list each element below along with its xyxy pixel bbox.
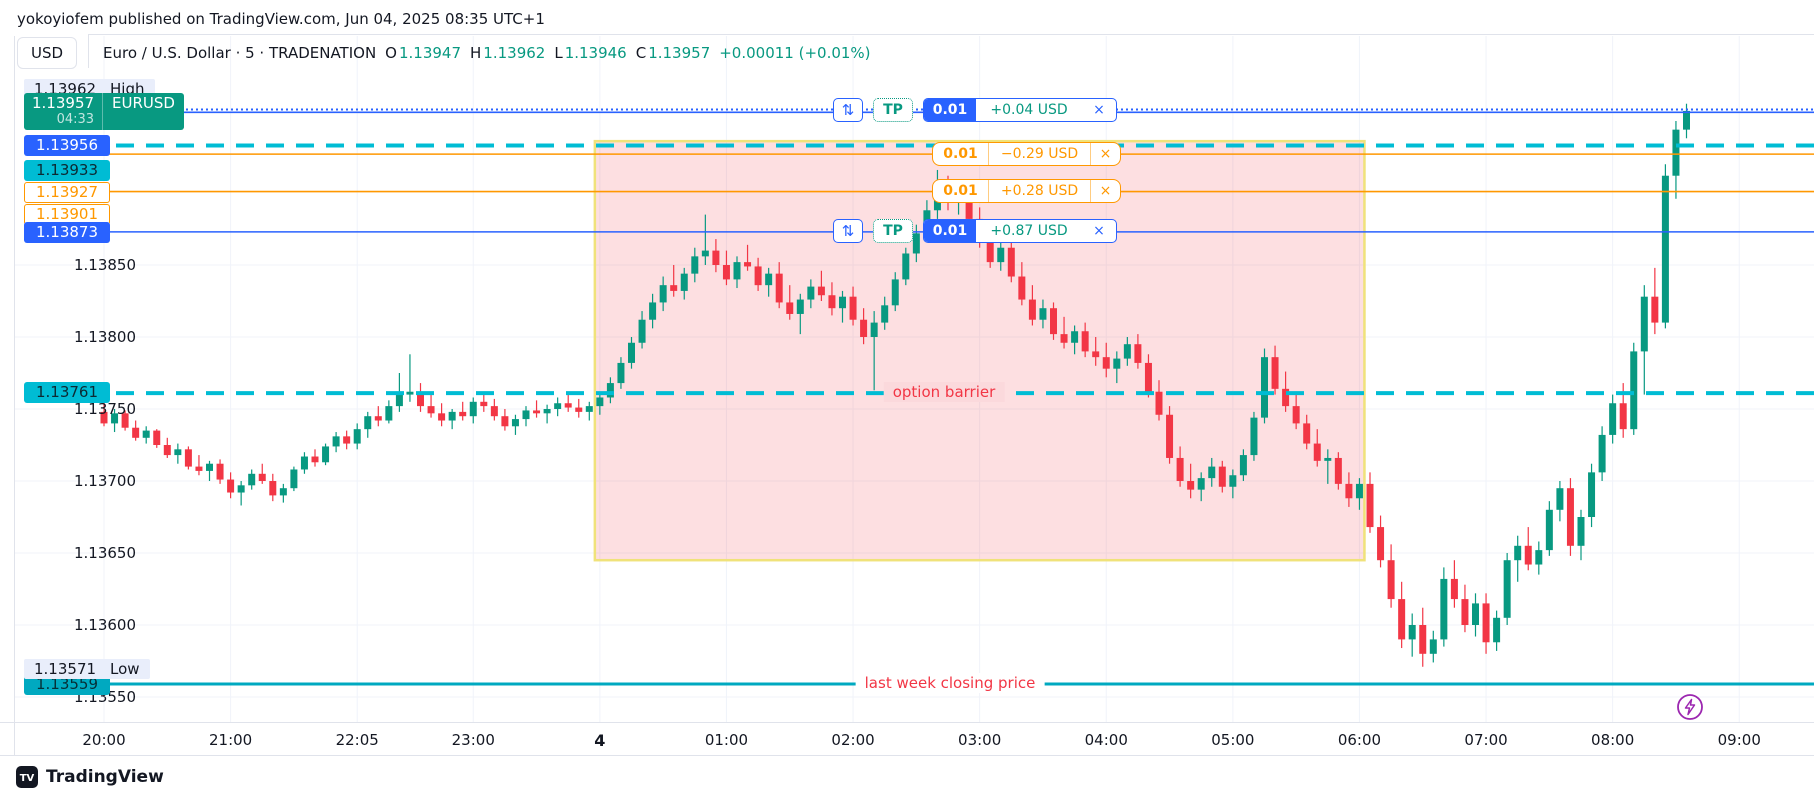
price-tick-label: 1.13650 <box>73 544 136 562</box>
time-tick-label: 04:00 <box>1084 731 1128 749</box>
price-line-badge: 1.13761 <box>24 381 110 403</box>
time-tick-label: 06:00 <box>1337 731 1382 749</box>
highlight-zone[interactable] <box>593 139 1366 562</box>
time-tick-label: 21:00 <box>208 731 253 749</box>
price-line-badge: 1.13873 <box>24 221 110 243</box>
price-tick-label: 1.13750 <box>73 400 136 418</box>
reverse-position-button[interactable]: ⇅ <box>833 219 863 243</box>
legend-divider <box>88 34 89 68</box>
position-quantity[interactable]: 0.01 <box>924 99 976 121</box>
take-profit-tag[interactable]: TP <box>873 219 913 243</box>
option-barrier-label: option barrier <box>883 382 1005 402</box>
last-price-label: 1.13957 04:33 EURUSD <box>24 93 184 130</box>
tradingview-wordmark: TradingView <box>46 767 164 787</box>
ohlc-close: C 1.13957 <box>635 44 711 62</box>
time-tick-label: 07:00 <box>1464 731 1508 749</box>
tradingview-logo[interactable]: TV TradingView <box>16 766 164 788</box>
position-widget-bottom: ⇅ TP 0.01 +0.87 USD × <box>833 219 1117 243</box>
v-gridlines <box>103 36 1740 722</box>
order-quantity[interactable]: 0.01 <box>933 180 989 202</box>
order-widget-sell: 0.01 −0.29 USD × <box>932 142 1121 166</box>
last-week-close-label: last week closing price <box>855 673 1045 693</box>
change-value: +0.00011 (+0.01%) <box>719 44 871 62</box>
time-tick-label: 09:00 <box>1717 731 1761 749</box>
time-tick-label: 01:00 <box>704 731 749 749</box>
pane-top-border <box>88 34 1814 35</box>
order-pl[interactable]: +0.28 USD <box>989 180 1091 202</box>
close-position-icon[interactable]: × <box>1093 223 1105 239</box>
order-quantity[interactable]: 0.01 <box>933 143 989 165</box>
position-widget-top: ⇅ TP 0.01 +0.04 USD × <box>833 98 1117 122</box>
close-position-icon[interactable]: × <box>1093 102 1105 118</box>
price-tick-label: 1.13850 <box>73 256 136 274</box>
time-tick-label: 03:00 <box>958 731 1002 749</box>
cancel-order-icon[interactable]: × <box>1099 183 1112 199</box>
bar-countdown: 04:33 <box>56 112 95 127</box>
h-gridlines <box>14 264 1814 698</box>
ohlc-high: H 1.13962 <box>470 44 546 62</box>
time-tick-label: 23:00 <box>451 731 495 749</box>
price-tick-label: 1.13600 <box>73 616 136 634</box>
price-line-badge: 1.13927 <box>24 181 110 203</box>
symbol-title[interactable]: Euro / U.S. Dollar · 5 · TRADENATION <box>103 44 377 62</box>
ohlc-open: O 1.13947 <box>385 44 462 62</box>
time-tick-label: 05:00 <box>1211 731 1255 749</box>
position-profit[interactable]: +0.04 USD <box>990 102 1068 118</box>
reverse-position-button[interactable]: ⇅ <box>833 98 863 122</box>
time-tick-label: 20:00 <box>82 731 126 749</box>
last-price-value: 1.13957 <box>32 94 95 112</box>
flash-boost-icon[interactable] <box>1676 693 1704 725</box>
candles <box>100 103 1690 667</box>
price-tick-label: 1.13700 <box>73 472 136 490</box>
time-tick-label: 08:00 <box>1591 731 1635 749</box>
tradingview-logo-icon: TV <box>16 766 38 788</box>
time-tick-label: 22:05 <box>335 731 379 749</box>
time-axis-top-border <box>0 722 1814 723</box>
low-price-label: 1.13571 Low <box>24 659 150 679</box>
position-quantity[interactable]: 0.01 <box>924 220 976 242</box>
position-profit[interactable]: +0.87 USD <box>990 223 1068 239</box>
price-line-badge: 1.13933 <box>24 159 110 181</box>
currency-selector-button[interactable]: USD <box>17 37 77 69</box>
publish-attribution: yokoyiofem published on TradingView.com,… <box>17 10 545 28</box>
time-tick-label: 02:00 <box>831 731 875 749</box>
order-pl[interactable]: −0.29 USD <box>989 143 1091 165</box>
price-line-badge: 1.13956 <box>24 134 110 156</box>
time-tick-label: 4 <box>594 731 606 750</box>
ohlc-low: L 1.13946 <box>554 44 627 62</box>
time-axis-bottom-border <box>0 755 1814 756</box>
order-widget-buy: 0.01 +0.28 USD × <box>932 179 1121 203</box>
pane-left-border <box>14 36 15 755</box>
price-tick-label: 1.13800 <box>73 328 136 346</box>
cancel-order-icon[interactable]: × <box>1099 146 1112 162</box>
symbol-legend: Euro / U.S. Dollar · 5 · TRADENATION O 1.… <box>103 44 871 62</box>
take-profit-tag[interactable]: TP <box>873 98 913 122</box>
svg-text:TV: TV <box>20 773 35 784</box>
symbol-tag: EURUSD <box>102 93 184 130</box>
